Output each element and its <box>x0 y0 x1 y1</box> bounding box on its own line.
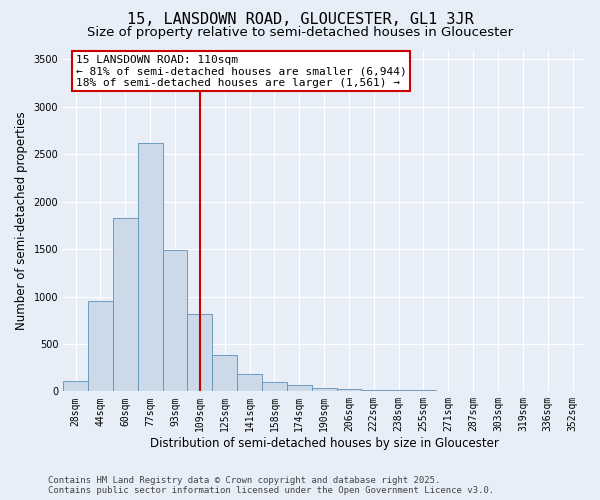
Text: Contains HM Land Registry data © Crown copyright and database right 2025.
Contai: Contains HM Land Registry data © Crown c… <box>48 476 494 495</box>
Y-axis label: Number of semi-detached properties: Number of semi-detached properties <box>15 112 28 330</box>
Bar <box>287 385 311 392</box>
Bar <box>311 388 337 392</box>
X-axis label: Distribution of semi-detached houses by size in Gloucester: Distribution of semi-detached houses by … <box>149 437 499 450</box>
Text: 15 LANSDOWN ROAD: 110sqm
← 81% of semi-detached houses are smaller (6,944)
18% o: 15 LANSDOWN ROAD: 110sqm ← 81% of semi-d… <box>76 54 406 88</box>
Bar <box>361 390 386 392</box>
Bar <box>212 356 237 392</box>
Bar <box>386 390 411 392</box>
Bar <box>436 390 461 392</box>
Bar <box>411 390 436 392</box>
Bar <box>337 388 361 392</box>
Text: 15, LANSDOWN ROAD, GLOUCESTER, GL1 3JR: 15, LANSDOWN ROAD, GLOUCESTER, GL1 3JR <box>127 12 473 28</box>
Bar <box>63 381 88 392</box>
Bar <box>187 314 212 392</box>
Bar <box>237 374 262 392</box>
Bar <box>88 302 113 392</box>
Text: Size of property relative to semi-detached houses in Gloucester: Size of property relative to semi-detach… <box>87 26 513 39</box>
Bar <box>262 382 287 392</box>
Bar <box>138 143 163 392</box>
Bar <box>163 250 187 392</box>
Bar <box>113 218 138 392</box>
